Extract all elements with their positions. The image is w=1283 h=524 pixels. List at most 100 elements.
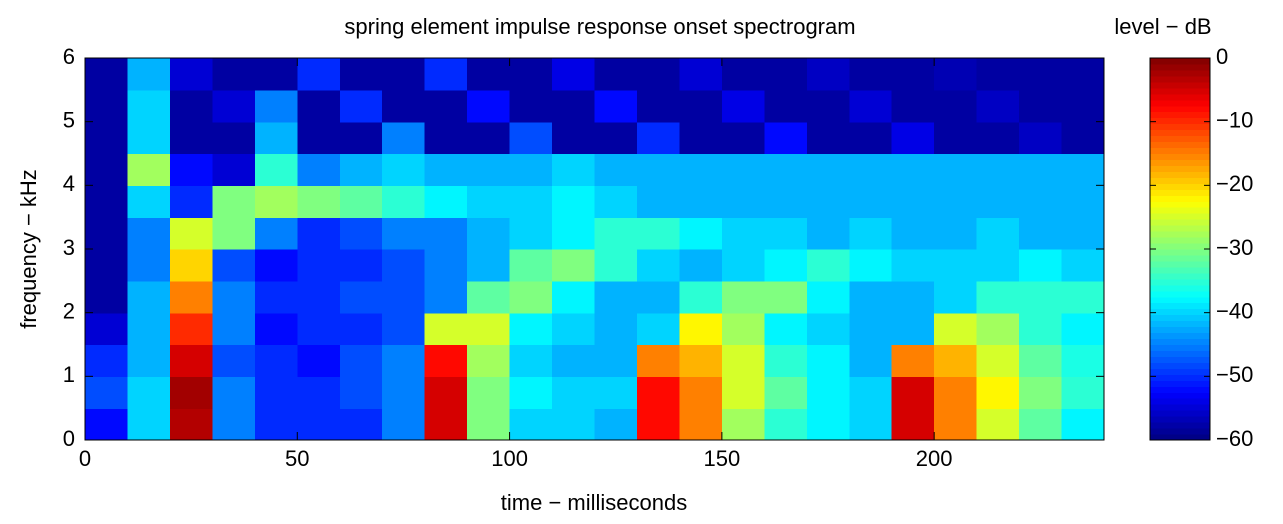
heatmap-cell <box>424 280 468 314</box>
heatmap-cell <box>764 89 808 123</box>
heatmap-cell <box>169 185 213 218</box>
heatmap-cell <box>891 280 935 314</box>
heatmap-cell <box>339 312 383 346</box>
colorbar-swatch <box>1150 374 1210 381</box>
heatmap-cell <box>382 121 426 155</box>
y-tick-label: 4 <box>63 171 75 196</box>
heatmap-cell <box>424 217 468 250</box>
heatmap-cell <box>212 185 256 218</box>
colorbar-swatch <box>1150 237 1210 244</box>
colorbar-swatch <box>1150 398 1210 405</box>
heatmap-cell <box>636 249 681 282</box>
heatmap-cell <box>636 89 681 123</box>
colorbar-swatch <box>1150 314 1210 322</box>
heatmap-cell <box>1061 121 1105 155</box>
heatmap-cell <box>339 121 383 155</box>
heatmap-cell <box>169 312 213 346</box>
axes: 0 50 100 150 200 0 1 2 3 4 5 6 <box>63 44 1105 471</box>
heatmap-cell <box>806 185 850 218</box>
heatmap-cell <box>934 408 978 441</box>
colorbar-swatch <box>1150 58 1210 65</box>
heatmap-cell <box>127 185 171 218</box>
heatmap-cell <box>127 408 171 441</box>
colorbar-swatch <box>1150 356 1210 363</box>
heatmap-cell <box>764 344 808 377</box>
heatmap-cell <box>424 121 468 155</box>
heatmap-cell <box>424 344 468 377</box>
heatmap-cell <box>552 376 596 409</box>
heatmap-cell <box>594 376 638 409</box>
heatmap-cell <box>509 58 553 91</box>
heatmap-cell <box>636 121 681 155</box>
heatmap-cell <box>636 344 681 377</box>
heatmap-cell <box>382 58 426 91</box>
heatmap-cell <box>297 217 341 250</box>
heatmap-cell <box>254 376 298 409</box>
x-tick-label: 200 <box>916 446 953 471</box>
heatmap-cell <box>976 121 1020 155</box>
heatmap-cell <box>594 217 638 250</box>
heatmap-cell <box>85 89 129 123</box>
heatmap-cell <box>721 249 765 282</box>
y-tick-label: 1 <box>63 362 75 387</box>
colorbar-swatch <box>1150 362 1210 369</box>
colorbar-swatch <box>1150 135 1210 143</box>
heatmap-cell <box>509 89 553 123</box>
heatmap-cell <box>467 376 511 409</box>
heatmap-cell <box>254 344 298 377</box>
colorbar-swatch <box>1150 350 1210 357</box>
colorbar-label: level − dB <box>1114 14 1211 39</box>
heatmap-cell <box>891 121 935 155</box>
heatmap-cell <box>594 344 638 377</box>
heatmap-cell <box>849 217 893 250</box>
heatmap-cell <box>721 280 765 314</box>
heatmap-cell <box>509 249 553 282</box>
heatmap-cell <box>382 312 426 346</box>
heatmap-cell <box>976 376 1020 409</box>
heatmap-cell <box>297 153 341 186</box>
heatmap-cell <box>934 58 978 91</box>
heatmap-cell <box>212 121 256 155</box>
heatmap-cell <box>424 312 468 346</box>
heatmap-cell <box>679 376 723 409</box>
colorbar-tick-label: −30 <box>1216 235 1253 260</box>
heatmap-cell <box>1061 280 1105 314</box>
heatmap-cell <box>254 153 298 186</box>
heatmap-cell <box>849 185 893 218</box>
heatmap-cell <box>424 153 468 186</box>
heatmap-cell <box>1019 217 1063 250</box>
heatmap-cell <box>891 153 935 186</box>
heatmap-cell <box>976 249 1020 282</box>
heatmap-cell <box>552 280 596 314</box>
heatmap-cell <box>679 121 723 155</box>
heatmap-cell <box>424 89 468 123</box>
colorbar-swatch <box>1150 404 1210 411</box>
colorbar-swatch <box>1150 75 1210 83</box>
heatmap-cell <box>934 312 978 346</box>
heatmap-cell <box>254 121 298 155</box>
heatmap-cell <box>1019 312 1063 346</box>
colorbar-swatch <box>1150 392 1210 399</box>
heatmap-cell <box>424 408 468 441</box>
x-tick-label: 150 <box>704 446 741 471</box>
heatmap-cell <box>849 280 893 314</box>
heatmap-cell <box>382 376 426 409</box>
heatmap-cell <box>721 344 765 377</box>
heatmap-cell <box>1019 249 1063 282</box>
heatmap-cell <box>254 312 298 346</box>
y-tick-label: 2 <box>63 298 75 323</box>
colorbar-swatch <box>1150 434 1210 441</box>
heatmap-cell <box>509 217 553 250</box>
colorbar-swatch <box>1150 213 1210 220</box>
colorbar-swatch <box>1150 147 1210 154</box>
heatmap-cell <box>254 217 298 250</box>
heatmap-cell <box>721 408 765 441</box>
heatmap-cell <box>1061 58 1105 91</box>
colorbar-swatch <box>1150 177 1210 184</box>
heatmap-cell <box>169 58 213 91</box>
heatmap-cell <box>764 153 808 186</box>
heatmap-cell <box>382 408 426 441</box>
heatmap-cell <box>636 408 681 441</box>
colorbar-swatch <box>1150 308 1210 316</box>
heatmap-cell <box>339 249 383 282</box>
